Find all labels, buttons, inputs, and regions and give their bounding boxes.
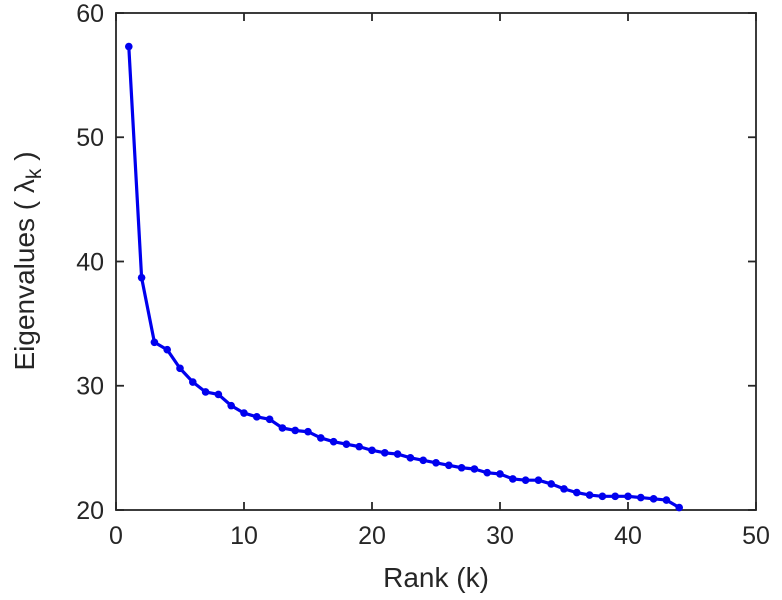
x-tick-label: 20 [358, 522, 386, 550]
data-point [662, 496, 671, 504]
plot-box [115, 12, 757, 511]
data-point [189, 378, 197, 386]
y-tick-label: 30 [76, 373, 104, 401]
data-point [560, 485, 568, 493]
data-point [585, 491, 594, 499]
data-point [240, 409, 248, 417]
data-point [573, 488, 581, 497]
data-point [355, 442, 364, 451]
data-point [598, 492, 607, 501]
data-point [406, 454, 415, 462]
data-point [675, 503, 683, 512]
data-point [534, 476, 543, 484]
data-point [342, 440, 351, 448]
data-point [637, 493, 645, 502]
x-tick-label: 30 [486, 522, 514, 550]
data-point [291, 426, 300, 435]
data-point [547, 480, 555, 488]
data-point [176, 364, 184, 373]
data-point [509, 475, 517, 483]
data-point [278, 424, 287, 432]
data-point [432, 458, 440, 467]
y-tick-label: 20 [76, 497, 104, 525]
x-tick-label: 10 [230, 522, 258, 550]
data-point [368, 446, 376, 455]
data-point [393, 450, 402, 458]
data-point [521, 476, 530, 484]
y-axis-label-subscript: k [22, 168, 46, 180]
data-point [252, 413, 261, 421]
data-point [201, 388, 210, 396]
data-point [125, 42, 133, 51]
x-tick-label: 50 [742, 522, 770, 550]
y-axis-label-main: Eigenvalues ( λ [9, 179, 41, 371]
x-tick-label: 40 [614, 522, 642, 550]
data-point [214, 390, 223, 399]
y-tick-label: 40 [76, 248, 104, 276]
data-point [483, 468, 492, 477]
data-point [150, 338, 159, 347]
data-point [265, 415, 274, 424]
data-point [496, 470, 504, 478]
y-tick-label: 50 [76, 124, 104, 152]
data-point [381, 449, 389, 457]
data-point [227, 401, 235, 410]
y-tick-label: 60 [76, 0, 104, 28]
y-axis-label: Eigenvalues ( λk ) [9, 151, 47, 370]
data-point [163, 345, 171, 354]
data-point [304, 427, 312, 436]
data-point [470, 465, 479, 473]
data-point [649, 495, 658, 503]
data-point [329, 437, 338, 446]
series-line [127, 44, 681, 510]
data-point [137, 273, 146, 282]
data-point [445, 461, 453, 470]
x-axis-label: Rank (k) [383, 562, 489, 593]
data-point [457, 463, 466, 472]
y-axis-label-close: ) [9, 151, 41, 169]
data-point [317, 434, 325, 442]
data-point [419, 456, 428, 465]
x-tick-label: 0 [109, 522, 123, 550]
data-point [611, 492, 619, 501]
data-point [624, 492, 632, 501]
